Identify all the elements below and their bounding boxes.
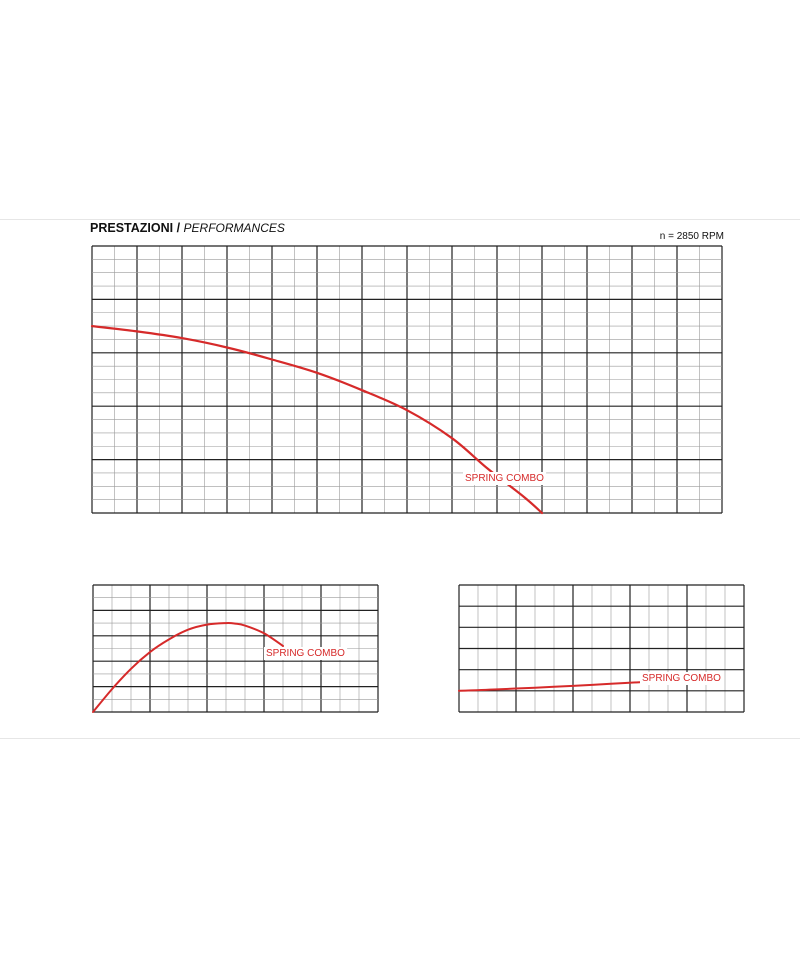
title-bold: PRESTAZIONI xyxy=(90,221,173,235)
power-chart: SPRING COMBO xyxy=(458,584,745,713)
series-label-spring-combo: SPRING COMBO xyxy=(266,648,345,659)
bottom-margin xyxy=(0,739,800,960)
rpm-label: n = 2850 RPM xyxy=(660,231,724,242)
title-separator: / xyxy=(173,221,183,235)
series-label-background xyxy=(463,472,547,485)
sheet-title: PRESTAZIONI / PERFORMANCES xyxy=(90,221,285,235)
top-divider xyxy=(0,219,800,220)
series-line-spring-combo xyxy=(458,680,650,692)
head-curve-chart: SPRING COMBO xyxy=(90,245,723,515)
bottom-divider xyxy=(0,738,800,739)
title-italic: PERFORMANCES xyxy=(184,221,285,235)
efficiency-chart: SPRING COMBO xyxy=(92,584,379,713)
series-line-spring-combo xyxy=(90,325,544,515)
series-label-spring-combo: SPRING COMBO xyxy=(642,673,721,684)
series-label-spring-combo: SPRING COMBO xyxy=(465,473,544,484)
series-label-background xyxy=(640,672,724,685)
series-line-spring-combo xyxy=(92,622,284,713)
series-label-background xyxy=(264,647,348,660)
top-margin xyxy=(0,0,800,220)
